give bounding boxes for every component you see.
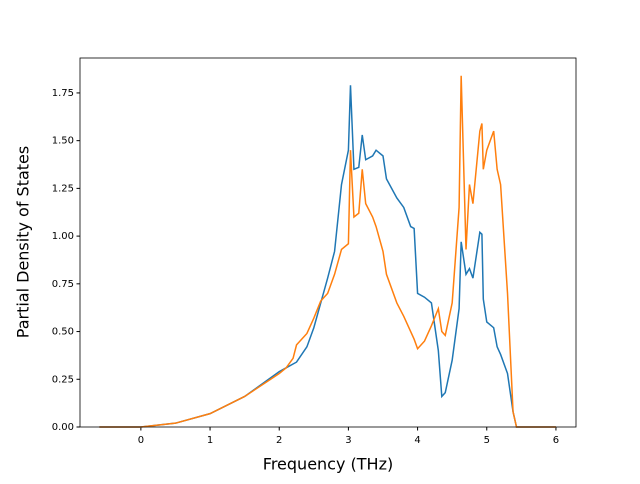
x-axis-label: Frequency (THz) xyxy=(263,455,393,474)
y-axis-label: Partial Density of States xyxy=(14,146,33,338)
series-line xyxy=(99,75,556,428)
x-tick-label: 1 xyxy=(207,435,213,446)
y-tick-label: 1.75 xyxy=(52,88,74,99)
y-tick-label: 0.50 xyxy=(52,327,74,338)
y-tick-label: 0.75 xyxy=(52,279,74,290)
y-tick-label: 1.25 xyxy=(52,183,74,194)
series-line xyxy=(99,85,556,428)
y-tick-label: 1.50 xyxy=(52,136,74,147)
x-tick-label: 2 xyxy=(276,435,282,446)
x-tick-label: 0 xyxy=(138,435,144,446)
x-tick-label: 4 xyxy=(414,435,420,446)
y-tick-label: 0.25 xyxy=(52,374,74,385)
y-tick-label: 0.00 xyxy=(52,422,74,433)
x-tick-label: 5 xyxy=(484,435,490,446)
x-tick-label: 6 xyxy=(553,435,559,446)
y-tick-label: 1.00 xyxy=(52,231,74,242)
plot-frame xyxy=(79,57,577,428)
x-tick-label: 3 xyxy=(345,435,351,446)
